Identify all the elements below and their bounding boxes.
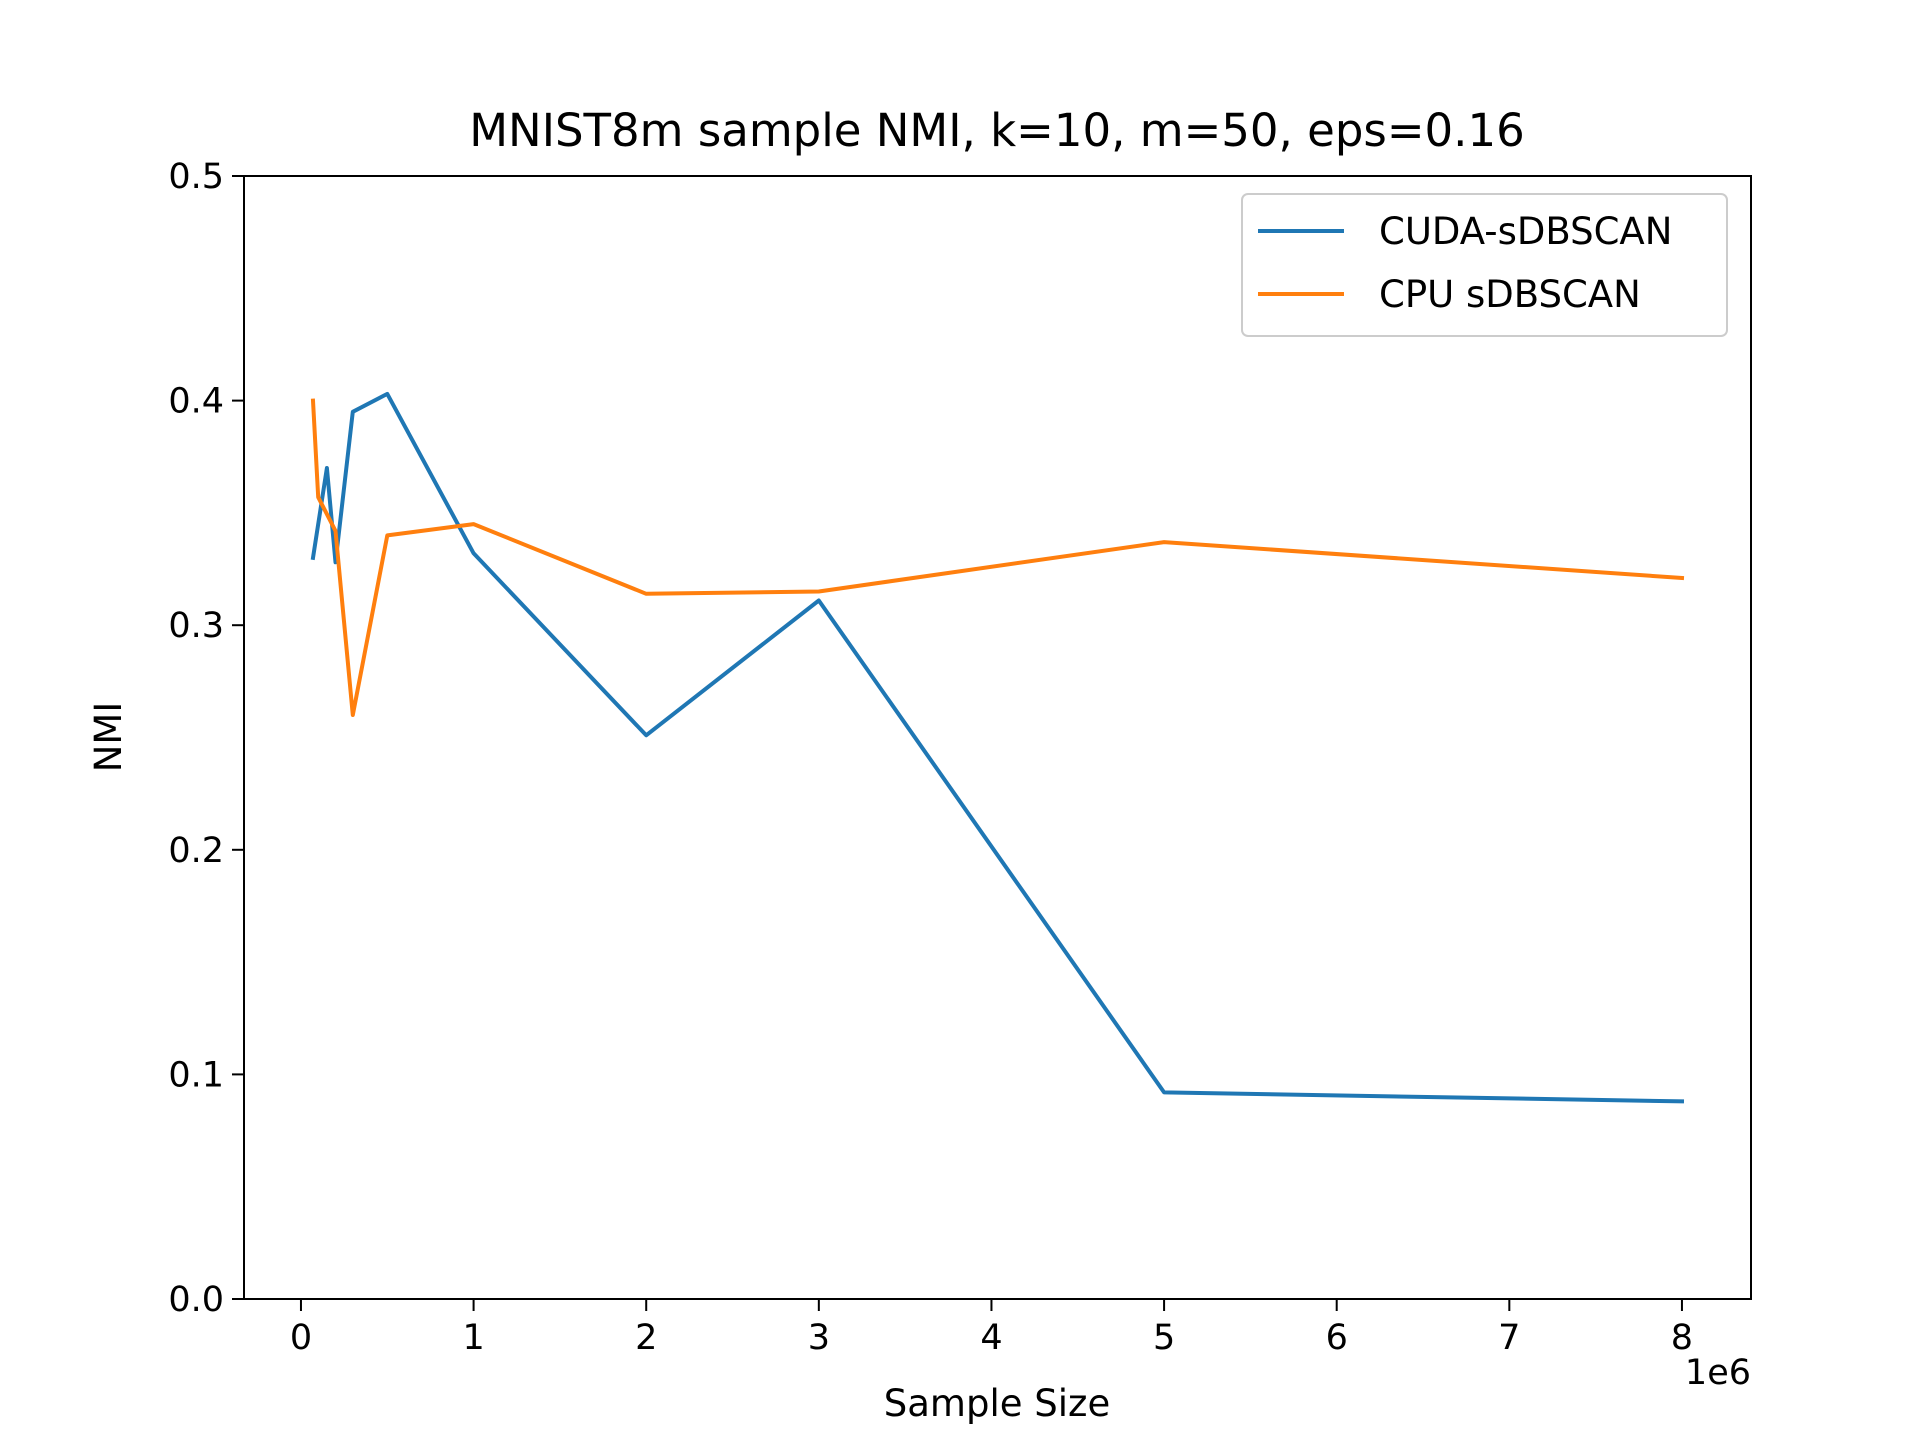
y-tick-label: 0.5 [168,157,224,197]
x-tick-label: 7 [1498,1318,1520,1358]
legend-label-0: CUDA-sDBSCAN [1379,210,1672,253]
x-tick-label: 6 [1326,1318,1348,1358]
y-axis: 0.0 0.1 0.2 0.3 0.4 0.5 [168,157,244,1320]
x-tick-label: 2 [635,1318,657,1358]
x-tick-label: 4 [980,1318,1002,1358]
y-tick-label: 0.2 [168,831,224,871]
x-tick-label: 5 [1153,1318,1175,1358]
x-axis: 0 1 2 3 4 5 6 7 8 [290,1299,1693,1358]
y-axis-label: NMI [87,702,130,773]
x-tick-label: 0 [290,1318,312,1358]
y-tick-label: 0.4 [168,382,224,422]
x-tick-label: 3 [808,1318,830,1358]
plot-frame [243,175,1752,1300]
series-line-1 [310,398,1685,717]
y-tick-label: 0.3 [168,606,224,646]
series-layer [310,391,1685,1104]
x-axis-offset-text: 1e6 [1685,1353,1751,1393]
x-axis-label: Sample Size [884,1382,1110,1425]
legend-label-1: CPU sDBSCAN [1379,273,1641,316]
series-line-0 [310,391,1685,1104]
legend-frame [1241,193,1728,337]
y-tick-label: 0.0 [168,1280,224,1320]
legend: CUDA-sDBSCAN CPU sDBSCAN [1241,193,1728,337]
x-tick-label: 1 [462,1318,484,1358]
x-tick-label: 8 [1671,1318,1693,1358]
chart-title: MNIST8m sample NMI, k=10, m=50, eps=0.16 [469,104,1525,157]
y-tick-label: 0.1 [168,1055,224,1095]
